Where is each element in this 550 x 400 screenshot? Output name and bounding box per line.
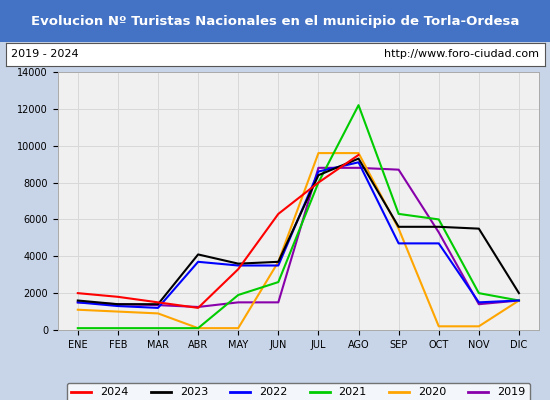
- Legend: 2024, 2023, 2022, 2021, 2020, 2019: 2024, 2023, 2022, 2021, 2020, 2019: [67, 383, 530, 400]
- Text: Evolucion Nº Turistas Nacionales en el municipio de Torla-Ordesa: Evolucion Nº Turistas Nacionales en el m…: [31, 14, 519, 28]
- Text: http://www.foro-ciudad.com: http://www.foro-ciudad.com: [384, 49, 539, 59]
- Text: 2019 - 2024: 2019 - 2024: [11, 49, 79, 59]
